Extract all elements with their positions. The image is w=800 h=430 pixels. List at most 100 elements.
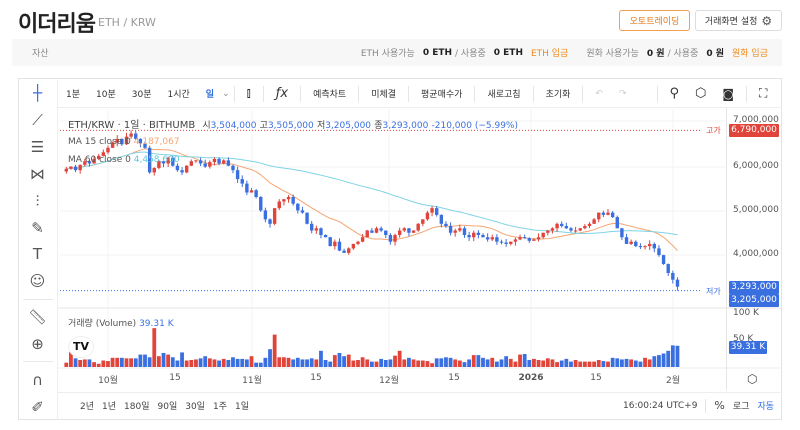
zoom-in-icon[interactable]: ⊕	[31, 334, 44, 353]
fib-icon[interactable]: ⫶	[35, 191, 40, 210]
candle-body	[92, 158, 96, 164]
interval-10m[interactable]: 10분	[96, 90, 116, 100]
undo-icon[interactable]: ↶	[595, 88, 603, 99]
horizontal-lines-icon[interactable]: ☰	[30, 138, 45, 157]
candle-body	[606, 212, 610, 215]
volume-bar	[499, 359, 504, 367]
eth-available-value: 0 ETH	[422, 47, 453, 58]
candle-body	[490, 237, 494, 240]
candle-body	[203, 163, 207, 167]
range-2y[interactable]: 2년	[80, 402, 95, 412]
range-1w[interactable]: 1주	[212, 402, 227, 412]
candle-body	[161, 161, 166, 164]
candle-body	[411, 230, 416, 233]
camera-icon[interactable]: ◙	[722, 86, 735, 101]
volume-bar	[342, 356, 346, 367]
candle-body	[337, 241, 342, 251]
candle-type-icon[interactable]: ⫾	[246, 86, 251, 101]
emoji-icon[interactable]: ☺	[29, 272, 46, 291]
quick-search-icon[interactable]: ⚲	[669, 86, 680, 101]
forecast-chart-button[interactable]: 예측차트	[313, 90, 347, 100]
volume-bar	[462, 362, 467, 367]
candle-body	[652, 243, 657, 249]
candle-body	[314, 228, 319, 231]
pencil-icon[interactable]: ✐	[31, 397, 44, 416]
candle-body	[309, 223, 314, 231]
volume-bar	[564, 358, 569, 367]
range-1d[interactable]: 1일	[234, 402, 249, 412]
candle-body	[615, 217, 619, 229]
close-value: 3,293,000	[382, 121, 429, 131]
high-marker-label: 고가	[706, 126, 721, 135]
candle-body	[407, 228, 411, 233]
candle-body	[666, 264, 670, 273]
range-30d[interactable]: 30일	[185, 402, 205, 412]
brush-icon[interactable]: ✎	[31, 218, 44, 237]
volume-bar	[448, 357, 453, 367]
refresh-button[interactable]: 새로고침	[487, 90, 521, 100]
volume-bar	[457, 360, 462, 367]
clock-time[interactable]: 16:00:24 UTC+9	[623, 400, 698, 411]
candle-body	[129, 133, 133, 137]
settings-hex-icon[interactable]: ⬡	[695, 86, 707, 101]
volume-bar	[286, 357, 291, 367]
interval-1h[interactable]: 1시간	[167, 90, 190, 100]
avg-price-button[interactable]: 평균매수가	[421, 90, 463, 100]
volume-bar	[207, 358, 212, 367]
candle-body	[555, 223, 559, 229]
gear-icon: ⚙	[761, 13, 773, 28]
screen-settings-button[interactable]: 거래화면 설정 ⚙	[695, 10, 782, 31]
volume-bar	[96, 363, 101, 367]
change-value: -210,000 (−5.99%)	[431, 121, 518, 131]
redo-icon[interactable]: ↷	[618, 88, 627, 99]
interval-day[interactable]: 일	[205, 90, 215, 100]
chevron-down-icon[interactable]: ⌄	[222, 88, 230, 99]
fullscreen-icon[interactable]: ⛶	[759, 86, 768, 100]
interval-1m[interactable]: 1분	[66, 90, 81, 100]
candle-body	[189, 161, 194, 166]
volume-bar	[397, 350, 402, 367]
log-toggle[interactable]: 로그	[732, 402, 750, 412]
percent-toggle[interactable]: %	[714, 399, 725, 412]
trend-line-icon[interactable]: ⟋	[32, 111, 43, 130]
price-tick: 6,000,000	[733, 161, 779, 171]
volume-bar	[374, 361, 379, 367]
ma60-label: MA 60 close 0	[68, 155, 131, 165]
volume-tag: 39.31 K	[729, 341, 767, 354]
range-90d[interactable]: 90일	[157, 402, 178, 412]
axis-settings-icon[interactable]: ⬡	[747, 372, 758, 386]
crosshair-icon[interactable]: ┼	[32, 84, 43, 103]
text-icon[interactable]: T	[32, 245, 43, 264]
candle-body	[87, 161, 92, 164]
reset-button[interactable]: 초기화	[545, 90, 571, 100]
interval-30m[interactable]: 30분	[131, 90, 152, 100]
eth-deposit-link[interactable]: ETH 입금	[530, 49, 569, 59]
candle-body	[462, 228, 467, 235]
krw-available-label: 원화 사용가능	[586, 49, 639, 59]
krw-deposit-link[interactable]: 원화 입금	[732, 49, 768, 59]
volume-label: 거래량 (Volume)	[68, 319, 137, 329]
volume-bar	[402, 359, 407, 367]
candle-body	[138, 138, 143, 144]
ruler-icon[interactable]: 📏︎	[27, 308, 48, 327]
magnet-icon[interactable]: ∩	[32, 370, 43, 389]
volume-bar	[323, 359, 328, 367]
candle-body	[564, 226, 569, 229]
volume-bar	[194, 359, 198, 367]
candle-body	[629, 241, 633, 244]
autotrading-button[interactable]: 오토트레이딩	[619, 10, 690, 31]
candle-body	[397, 230, 402, 235]
candle-body	[212, 158, 217, 163]
pattern-icon[interactable]: ⋈	[30, 164, 45, 183]
volume-bar	[587, 361, 592, 367]
range-180d[interactable]: 180일	[124, 402, 150, 412]
unfilled-button[interactable]: 미체결	[371, 90, 397, 100]
candle-body	[573, 230, 578, 232]
volume-bar	[666, 350, 671, 367]
indicator-fx-icon[interactable]: ƒx	[275, 86, 289, 101]
auto-toggle[interactable]: 자동	[757, 402, 774, 412]
close-price-tag: 3,293,000	[729, 281, 779, 294]
ma15-legend: MA 15 close 0 4,187,067	[68, 137, 180, 147]
range-1y[interactable]: 1년	[102, 402, 117, 412]
